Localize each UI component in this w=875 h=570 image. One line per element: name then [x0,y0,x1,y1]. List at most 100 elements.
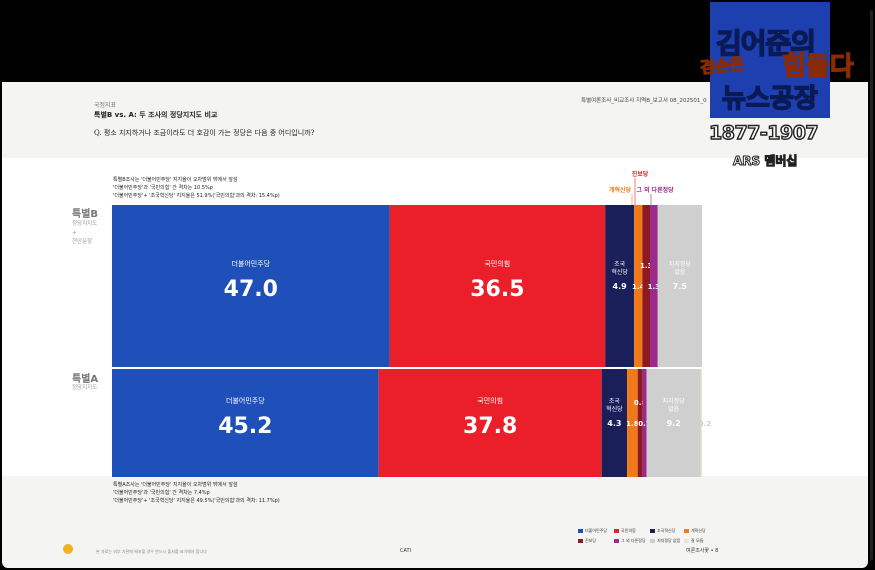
legend-label: 잘 모름 [691,538,704,543]
legend-label: 더불어민주당 [585,528,608,533]
segment-value-label: 1.8 [626,420,639,428]
logo-title-line2b: 힘들다 [781,51,854,82]
footer-page: 여론조사꽃 • 8 [686,548,719,554]
callout-label: 개혁신당 [609,186,632,194]
bar-segment-a-1 [378,369,602,477]
bar-segment-b-2 [605,205,635,367]
segment-name-label: 혁신당 [611,268,628,276]
legend-item: 개혁신당 [684,528,706,534]
segment-name-label: 국민의힘 [477,396,503,405]
logo-title-line3: 뉴스공장 [721,83,818,115]
legend-swatch [684,529,689,533]
footer-brand: CATI [400,548,412,554]
segment-name-label: 조국 [614,261,626,268]
segment-value-label: 9.2 [667,419,681,428]
logo-title-line2a: 겸손은 [699,53,746,78]
row-notes-b: 특별B조사는 '더불어민주당' 지지율이 오차범위 밖에서 앞섬 '더불어민주당… [113,176,280,200]
legend-item: 잘 모름 [684,538,703,544]
footer-note: 본 자료는 외부 기관에 배포할 경우 반드시 출처를 표기해야 합니다 [96,549,207,554]
legend-label: 개혁신당 [691,528,706,533]
legend-label: 그 외 다른정당 [621,538,646,543]
segment-value-label: 1.4 [632,283,645,291]
bar-segment-a-5 [642,369,647,477]
legend-swatch [578,529,583,533]
callout-label: 진보당 [632,170,649,178]
ars-membership: ARS 멤버십 [732,154,798,169]
note-b-1: 특별B조사는 '더불어민주당' 지지율이 오차범위 밖에서 앞섬 [113,177,238,183]
legend-item: 지지정당 없음 [650,538,680,544]
segment-value-label: 37.8 [463,414,517,439]
segment-name-label: 지지정당 [669,260,692,268]
bar-segment-b-5 [650,205,658,367]
segment-value-label: 7.5 [673,282,688,291]
bar-segment-b-0 [112,205,390,367]
legend-swatch [650,529,655,533]
legend-label: 조국혁신당 [657,528,676,533]
note-b-2: '더불어민주당'과 '국민의힘' 간 격차는 10.5%p [113,185,213,191]
callout-label: 그 외 다른정당 [636,186,674,194]
logo-title-line1: 김어준의 [715,26,817,61]
bar-segment-a-3 [627,369,638,477]
row-label-b: 특별B [72,209,99,220]
phone-number: 1877-1907 [708,121,819,144]
section-title: 특별B vs. A: 두 조사의 정당지지도 비교 [94,111,218,119]
segment-name-label: 혁신당 [606,405,623,413]
legend-label: 국민의힘 [621,528,636,533]
legend-swatch [578,539,583,543]
segment-value-label: 45.2 [218,414,272,439]
segment-value-label: 1.3 [640,262,653,270]
row-sub-b-1: 정당지지도 [72,221,98,227]
note-a-3: '더불어민주당'+ '조국혁신당' 지지율은 49.5%('국민의힘'과의 격차… [113,498,280,504]
bar-segment-b-4 [642,205,651,367]
row-notes-a: 특별A조사는 '더불어민주당' 지지율이 오차범위 밖에서 앞섬 '더불어민주당… [113,481,280,505]
segment-name-label: 더불어민주당 [226,396,265,405]
row-sub-b-3: 현안문항 [72,239,93,245]
section-label: 국정지표 [94,102,117,109]
row-sub-b: 정당지지도 + 현안문항 [72,220,97,247]
legend-label: 진보당 [585,538,597,543]
legend-item: 진보당 [578,538,596,544]
note-a-2: '더불어민주당'과 '국민의힘' 간 격차는 7.4%p [113,490,210,496]
segment-name-label: 조국 [609,398,621,405]
segment-value-label: 4.3 [607,419,621,428]
segment-name-label: 더불어민주당 [231,259,270,268]
segment-value-label: 47.0 [224,277,278,302]
segment-value-label: 0.2 [699,420,712,428]
legend-label: 지지정당 없음 [657,538,681,543]
segment-name-label: 지지정당 [663,397,686,405]
note-a-1: 특별A조사는 '더불어민주당' 지지율이 오차범위 밖에서 앞섬 [113,482,238,488]
row-sub-b-2: + [72,230,77,236]
legend-item: 조국혁신당 [650,528,675,534]
bar-segment-a-4 [637,369,643,477]
row-sub-a: 정당지지도 [72,384,97,393]
bar-segment-a-2 [601,369,628,477]
legend-swatch [614,529,619,533]
segment-value-label: 36.5 [470,277,524,302]
segment-name-label: 없음 [674,268,686,276]
row-label-a: 특별A [72,374,99,385]
row-sub-a-1: 정당지지도 [72,385,98,391]
brand-sun-icon [63,544,73,554]
legend-swatch [650,539,655,543]
bar-segment-b-1 [389,205,606,367]
legend-item: 그 외 다른정당 [614,538,646,544]
legend-swatch [684,539,689,543]
legend-swatch [614,539,619,543]
scrollbar[interactable] [870,10,873,560]
segment-name-label: 없음 [668,405,680,413]
document-reference: 특별여론조사_비교조사 지역B_보고서 08_202501_0 [581,98,707,104]
bar-segment-b-6 [657,205,702,367]
segment-name-label: 국민의힘 [484,259,510,268]
bar-segment-a-0 [112,369,379,477]
legend-item: 국민의힘 [614,528,636,534]
segment-value-label: 0.8 [634,399,647,407]
broadcast-logo [710,2,830,118]
bar-segment-a-7 [700,369,702,477]
segment-value-label: 0.7 [638,420,651,428]
bar-segment-b-3 [634,205,643,367]
segment-value-label: 4.9 [613,282,628,291]
legend-item: 더불어민주당 [578,528,607,534]
bar-segment-a-6 [646,369,701,477]
